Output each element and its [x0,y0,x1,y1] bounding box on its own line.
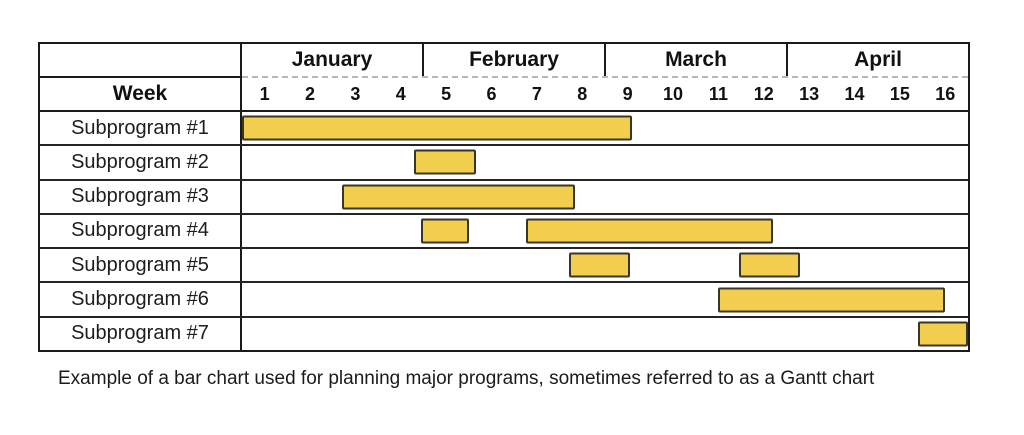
task-row: Subprogram #5 [40,249,968,284]
gantt-bar [738,252,801,278]
week-number-11: 11 [708,83,728,104]
week-axis-label: Week [40,78,242,110]
week-number-15: 15 [889,83,910,104]
gantt-bar [918,321,968,347]
gantt-bar [718,287,946,313]
week-number-5: 5 [441,83,452,104]
gantt-bar [242,115,633,141]
task-label: Subprogram #5 [40,249,242,282]
month-header-strip: January February March April [242,44,968,78]
week-number-4: 4 [395,83,406,104]
task-label: Subprogram #3 [40,180,242,213]
gantt-bar [421,218,469,244]
task-row: Subprogram #4 [40,214,968,250]
figure-caption: Example of a bar chart used for planning… [58,368,875,389]
task-row: Subprogram #3 [40,180,968,215]
week-number-9: 9 [622,83,633,104]
week-number-7: 7 [531,83,542,104]
task-timeline-cell [242,181,968,213]
week-number-6: 6 [486,83,497,104]
week-number-14: 14 [844,83,865,104]
week-number-16: 16 [935,83,956,104]
task-timeline-cell [242,283,968,315]
week-number-strip: 1 2 3 4 5 6 7 8 9 10 11 12 13 14 15 16 [242,78,968,110]
month-header-february: February [424,44,606,76]
task-timeline-cell [242,249,968,281]
month-header-march: March [606,44,788,76]
task-row: Subprogram #2 [40,146,968,181]
corner-cell [40,44,242,78]
task-timeline-cell [242,112,968,144]
task-row: Subprogram #1 [40,112,968,147]
task-label: Subprogram #4 [40,214,242,248]
month-header-row: January February March April [40,44,968,78]
task-row: Subprogram #6 [40,283,968,318]
week-number-3: 3 [350,83,361,104]
week-number-12: 12 [753,83,774,104]
week-number-13: 13 [799,83,820,104]
week-number-2: 2 [305,83,316,104]
week-number-8: 8 [577,83,588,104]
gantt-bar [525,218,773,244]
task-label: Subprogram #1 [40,112,242,145]
task-label: Subprogram #2 [40,146,242,179]
month-header-april: April [854,48,902,71]
gantt-bar [341,184,576,210]
week-number-1: 1 [259,83,270,104]
task-timeline-cell [242,146,968,178]
task-row: Subprogram #7 [40,317,968,350]
week-header-row: Week 1 2 3 4 5 6 7 8 9 10 11 12 13 14 15 16 [40,78,968,112]
gantt-bar [568,252,630,278]
task-timeline-cell [242,215,968,247]
task-rows-container: Subprogram #1 Subprogram #2 Subprogram #3 S… [40,112,968,350]
gantt-bar [414,149,476,175]
month-header-january: January [242,44,424,76]
task-label: Subprogram #7 [40,317,242,350]
task-timeline-cell [242,318,968,350]
week-number-10: 10 [663,83,684,104]
task-label: Subprogram #6 [40,283,242,316]
